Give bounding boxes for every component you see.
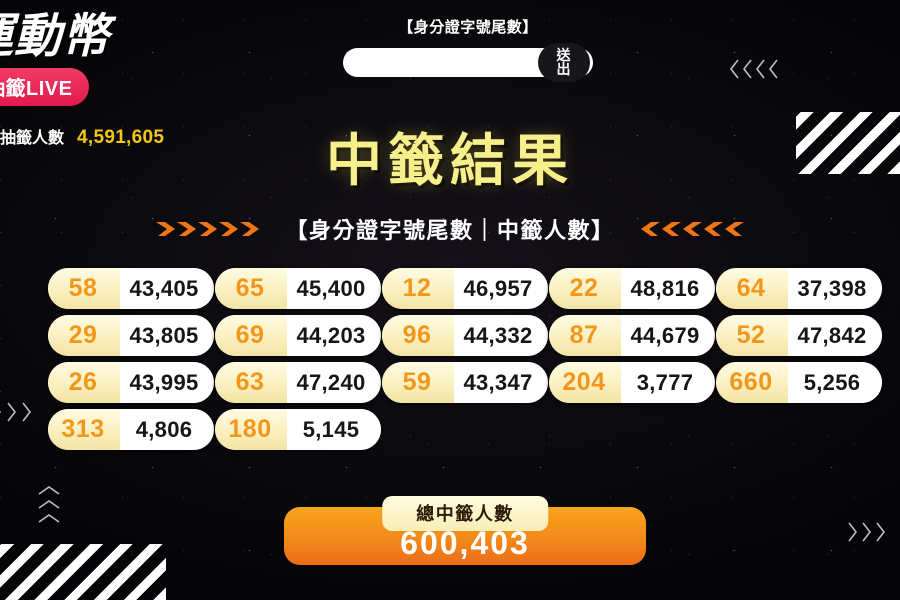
result-pill-id-suffix: 29 bbox=[48, 315, 120, 356]
result-pill-id-suffix: 59 bbox=[382, 362, 454, 403]
chevron-right-outline-icon bbox=[0, 400, 33, 424]
result-pill: 12 46,957 bbox=[382, 268, 548, 309]
result-pill: 87 44,679 bbox=[549, 315, 715, 356]
result-pill-winner-count: 5,256 bbox=[788, 362, 882, 403]
result-pill-id-suffix: 69 bbox=[215, 315, 287, 356]
result-pill-winner-count: 46,957 bbox=[454, 268, 548, 309]
id-suffix-input[interactable] bbox=[357, 48, 538, 77]
result-pill-winner-count: 44,332 bbox=[454, 315, 548, 356]
result-pill-winner-count: 43,405 bbox=[120, 268, 214, 309]
result-pill: 29 43,805 bbox=[48, 315, 214, 356]
result-pill: 180 5,145 bbox=[215, 409, 381, 450]
result-pill-winner-count: 43,347 bbox=[454, 362, 548, 403]
brand-title: 運動幣 bbox=[0, 9, 110, 62]
result-pill: 64 37,398 bbox=[716, 268, 882, 309]
result-pill-id-suffix: 26 bbox=[48, 362, 120, 403]
submit-button[interactable]: 送出 bbox=[538, 43, 590, 82]
result-pill-id-suffix: 87 bbox=[549, 315, 621, 356]
result-pill-winner-count: 43,995 bbox=[120, 362, 214, 403]
result-pill-winner-count: 3,777 bbox=[621, 362, 715, 403]
result-pill-id-suffix: 660 bbox=[716, 362, 788, 403]
result-pill-winner-count: 45,400 bbox=[287, 268, 381, 309]
total-winners-value: 600,403 bbox=[400, 525, 530, 561]
result-pill-id-suffix: 22 bbox=[549, 268, 621, 309]
result-pill-id-suffix: 12 bbox=[382, 268, 454, 309]
total-winners-box: 600,403 bbox=[284, 507, 646, 565]
result-pill-winner-count: 48,816 bbox=[621, 268, 715, 309]
result-pill-winner-count: 5,145 bbox=[287, 409, 381, 450]
result-pill-winner-count: 47,240 bbox=[287, 362, 381, 403]
result-pill: 26 43,995 bbox=[48, 362, 214, 403]
registered-count: 登記抽籤人數 4,591,605 bbox=[0, 124, 164, 149]
result-pill-winner-count: 43,805 bbox=[120, 315, 214, 356]
registered-count-label: 登記抽籤人數 bbox=[0, 129, 65, 147]
result-pill-winner-count: 47,842 bbox=[788, 315, 882, 356]
chevron-up-outline-icon bbox=[36, 484, 62, 525]
result-pill: 52 47,842 bbox=[716, 315, 882, 356]
diagonal-stripes-icon bbox=[0, 544, 166, 600]
results-subtitle-row: 【身分證字號尾數｜中籤人數】 bbox=[0, 213, 900, 245]
results-subtitle: 【身分證字號尾數｜中籤人數】 bbox=[285, 218, 615, 243]
result-pill: 204 3,777 bbox=[549, 362, 715, 403]
result-pill-id-suffix: 65 bbox=[215, 268, 287, 309]
result-pill-winner-count: 44,679 bbox=[621, 315, 715, 356]
brand-block: 運動幣 抽籤LIVE 登記抽籤人數 4,591,605 bbox=[0, 9, 164, 149]
result-pill: 58 43,405 bbox=[48, 268, 214, 309]
result-pill-id-suffix: 64 bbox=[716, 268, 788, 309]
page-title-block: 中籤結果 bbox=[0, 133, 900, 189]
result-pill: 59 43,347 bbox=[382, 362, 548, 403]
result-pill: 22 48,816 bbox=[549, 268, 715, 309]
result-pill: 96 44,332 bbox=[382, 315, 548, 356]
result-pill-id-suffix: 313 bbox=[48, 409, 120, 450]
result-pill-winner-count: 37,398 bbox=[788, 268, 882, 309]
result-pill: 660 5,256 bbox=[716, 362, 882, 403]
chevron-right-run-icon bbox=[156, 219, 272, 239]
registered-count-value: 4,591,605 bbox=[77, 126, 165, 148]
result-pill-winner-count: 4,806 bbox=[120, 409, 214, 450]
id-lookup-bar[interactable]: 送出 bbox=[343, 43, 593, 82]
result-pill-id-suffix: 52 bbox=[716, 315, 788, 356]
result-pill-id-suffix: 96 bbox=[382, 315, 454, 356]
result-pill-id-suffix: 204 bbox=[549, 362, 621, 403]
result-pill-id-suffix: 63 bbox=[215, 362, 287, 403]
chevron-left-run-icon bbox=[628, 219, 744, 239]
result-pill: 65 45,400 bbox=[215, 268, 381, 309]
result-pill-id-suffix: 58 bbox=[48, 268, 120, 309]
total-winners-label: 總中籤人數 bbox=[382, 496, 548, 531]
result-pill-id-suffix: 180 bbox=[215, 409, 287, 450]
id-lookup-label: 【身分證字號尾數】 bbox=[398, 19, 538, 36]
result-pill: 63 47,240 bbox=[215, 362, 381, 403]
result-pill: 69 44,203 bbox=[215, 315, 381, 356]
result-pill-winner-count: 44,203 bbox=[287, 315, 381, 356]
id-lookup-form: 【身分證字號尾數】 送出 bbox=[343, 16, 593, 82]
chevron-left-outline-icon bbox=[728, 58, 779, 80]
result-pill: 313 4,806 bbox=[48, 409, 214, 450]
results-grid: 58 43,405 65 45,400 12 46,957 22 48,816 64 37,398… bbox=[48, 268, 882, 454]
live-badge: 抽籤LIVE bbox=[0, 67, 90, 106]
chevron-right-outline-icon bbox=[846, 520, 887, 544]
page-title: 中籤結果 bbox=[326, 129, 574, 192]
